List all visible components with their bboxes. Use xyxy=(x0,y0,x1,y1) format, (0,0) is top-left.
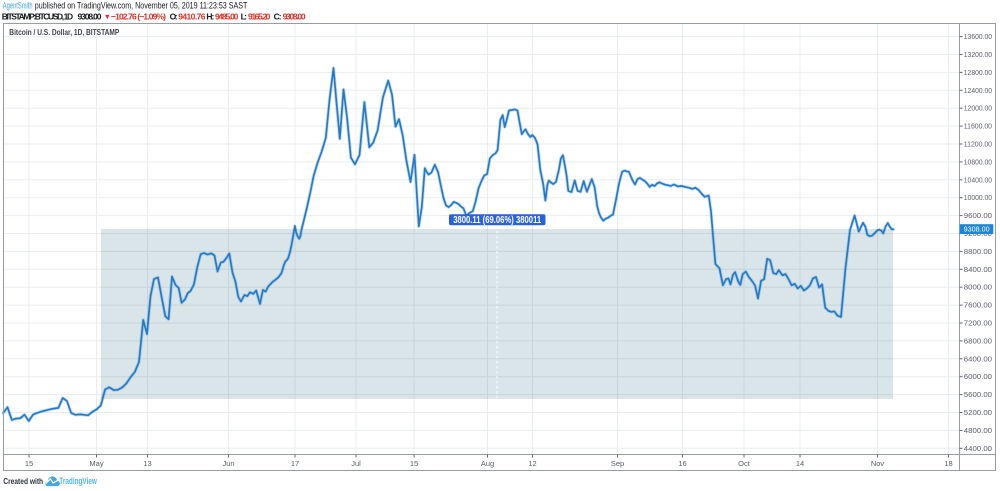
svg-text:6000.00: 6000.00 xyxy=(964,372,992,381)
svg-text:16: 16 xyxy=(678,459,686,468)
svg-text:10800.00: 10800.00 xyxy=(964,157,992,166)
svg-text:5200.00: 5200.00 xyxy=(964,408,992,417)
svg-text:▼: ▼ xyxy=(104,12,111,21)
svg-text:Created with: Created with xyxy=(3,476,43,486)
svg-text:L:: L: xyxy=(241,11,248,21)
svg-text:9485.00: 9485.00 xyxy=(215,11,239,21)
svg-text:Aug: Aug xyxy=(481,459,494,468)
svg-text:Nov: Nov xyxy=(871,459,885,468)
svg-text:9410.76: 9410.76 xyxy=(178,11,206,21)
svg-text:C:: C: xyxy=(274,11,282,21)
svg-text:Jul: Jul xyxy=(351,459,361,468)
svg-text:May: May xyxy=(89,459,103,468)
svg-text:7600.00: 7600.00 xyxy=(964,301,992,310)
svg-text:4400.00: 4400.00 xyxy=(964,444,992,453)
svg-text:4800.00: 4800.00 xyxy=(964,426,992,435)
svg-text:10400.00: 10400.00 xyxy=(964,175,992,184)
svg-text:Sep: Sep xyxy=(611,459,624,468)
svg-text:18: 18 xyxy=(944,459,952,468)
svg-text:AgentSmith: AgentSmith xyxy=(3,1,33,11)
svg-text:13200.00: 13200.00 xyxy=(964,50,992,59)
svg-text:14: 14 xyxy=(796,459,804,468)
svg-text:12400.00: 12400.00 xyxy=(964,86,992,95)
svg-text:11200.00: 11200.00 xyxy=(964,140,992,149)
svg-text:8000.00: 8000.00 xyxy=(964,283,992,292)
svg-text:BITSTAMP:BTCUSD, 1D: BITSTAMP:BTCUSD, 1D xyxy=(2,11,73,21)
svg-text:11600.00: 11600.00 xyxy=(964,122,992,131)
svg-text:13600.00: 13600.00 xyxy=(964,32,992,41)
svg-text:10000.00: 10000.00 xyxy=(964,193,992,202)
svg-text:13: 13 xyxy=(143,459,151,468)
svg-text:17: 17 xyxy=(291,459,299,468)
svg-text:9165.20: 9165.20 xyxy=(248,11,271,21)
svg-text:TradingView: TradingView xyxy=(59,476,97,486)
svg-text:12: 12 xyxy=(528,459,536,468)
svg-text:15: 15 xyxy=(410,459,418,468)
svg-text:12000.00: 12000.00 xyxy=(964,104,992,113)
svg-text:8800.00: 8800.00 xyxy=(964,247,992,256)
svg-text:published on TradingView.com,: published on TradingView.com, November 0… xyxy=(35,1,248,11)
svg-text:O:: O: xyxy=(170,11,178,21)
svg-text:9600.00: 9600.00 xyxy=(964,211,992,220)
svg-text:Oct: Oct xyxy=(738,459,751,468)
svg-text:15: 15 xyxy=(25,459,33,468)
svg-text:H:: H: xyxy=(206,11,214,21)
svg-text:−102.76 (−1.09%): −102.76 (−1.09%) xyxy=(111,11,166,21)
svg-text:6800.00: 6800.00 xyxy=(964,336,992,345)
svg-text:8400.00: 8400.00 xyxy=(964,265,992,274)
svg-text:3800.11 (69.06%) 380011: 3800.11 (69.06%) 380011 xyxy=(453,215,541,226)
svg-text:5600.00: 5600.00 xyxy=(964,390,992,399)
svg-text:Jun: Jun xyxy=(222,459,234,468)
svg-text:12800.00: 12800.00 xyxy=(964,68,992,77)
svg-text:6400.00: 6400.00 xyxy=(964,354,992,363)
svg-text:7200.00: 7200.00 xyxy=(964,319,992,328)
svg-text:9308.00: 9308.00 xyxy=(78,11,102,21)
svg-text:9308.00: 9308.00 xyxy=(964,225,990,234)
svg-text:9308.00: 9308.00 xyxy=(283,11,306,21)
svg-text:Bitcoin / U.S. Dollar, 1D, BIT: Bitcoin / U.S. Dollar, 1D, BITSTAMP xyxy=(9,27,119,37)
